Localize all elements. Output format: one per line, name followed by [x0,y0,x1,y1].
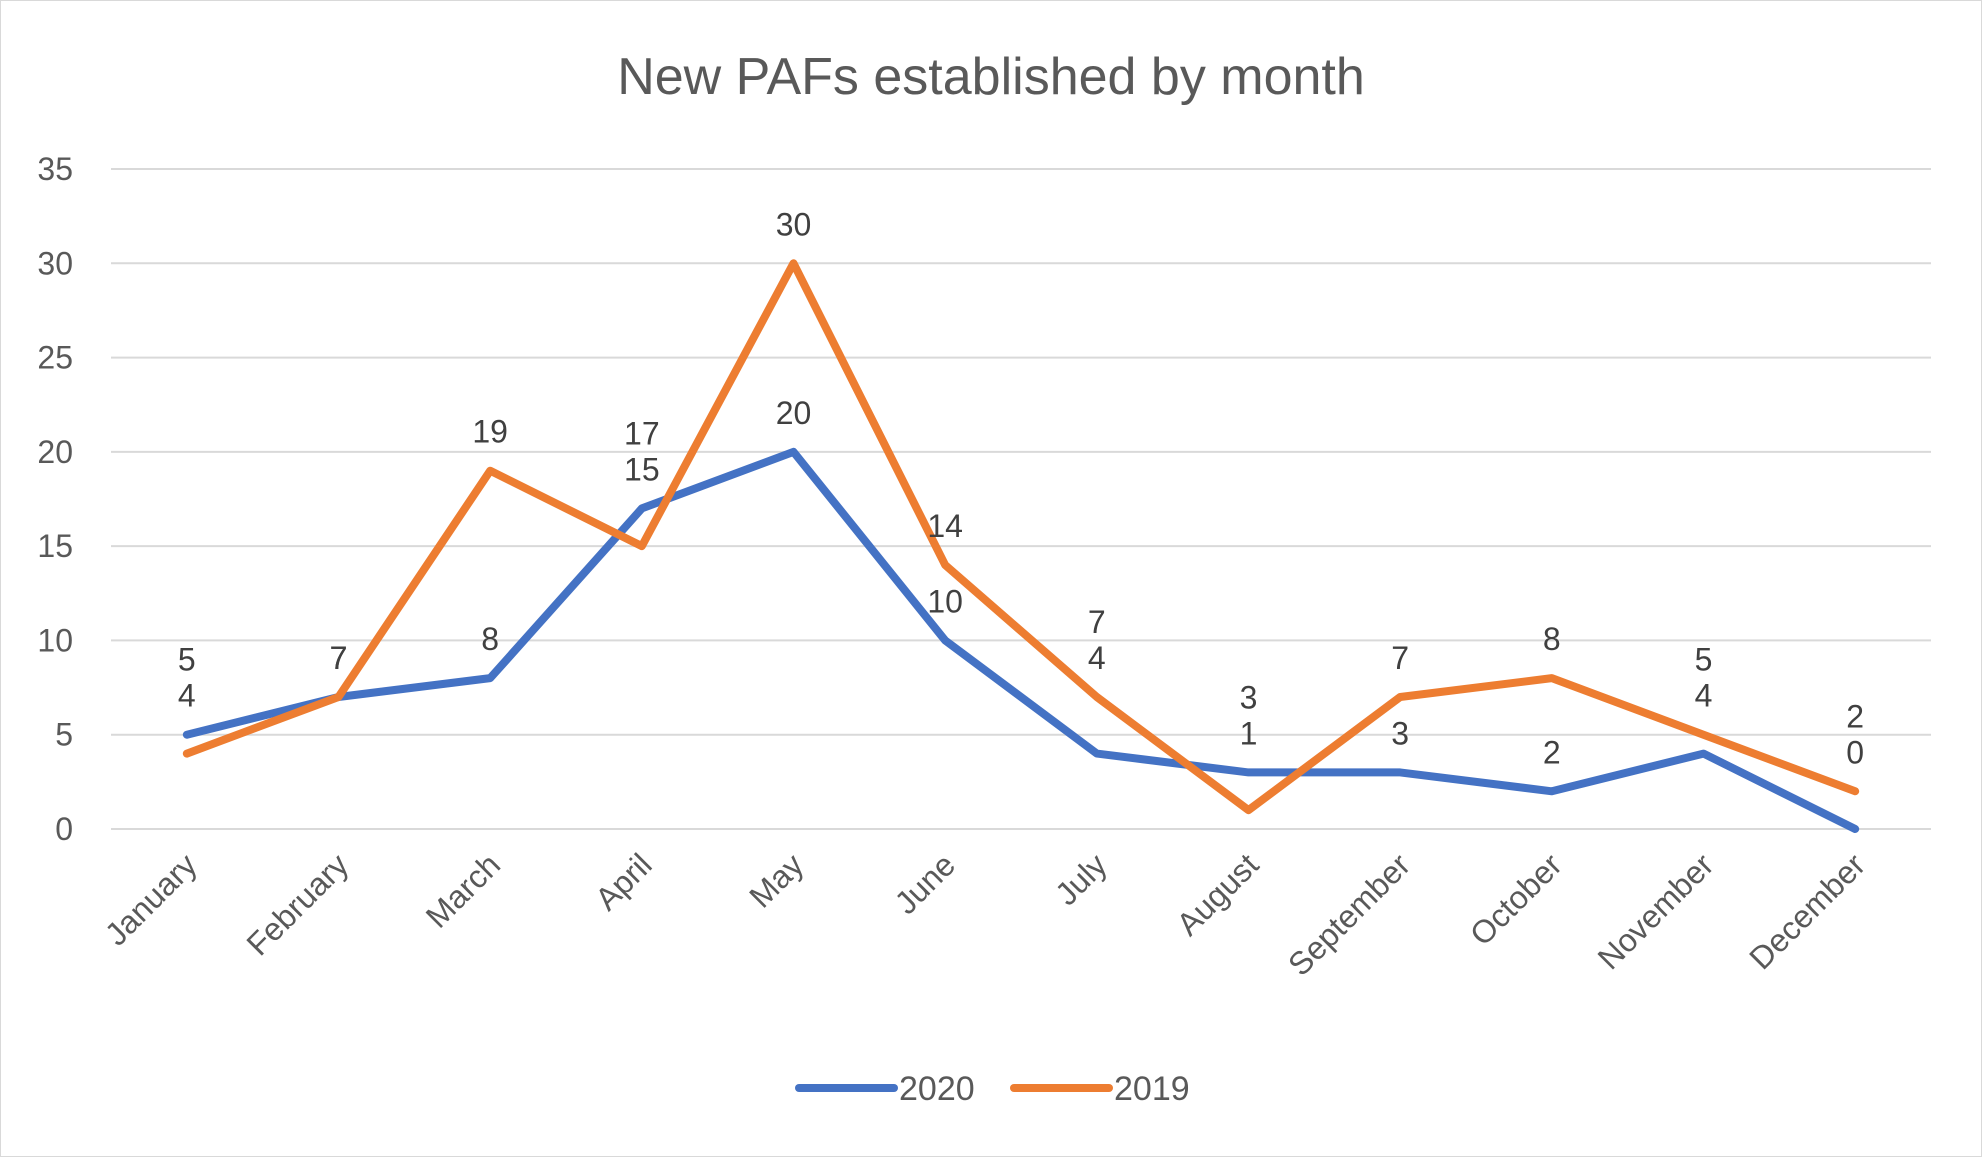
y-tick-label: 5 [55,717,73,753]
y-tick-label: 35 [37,151,73,187]
data-label: 30 [776,206,812,242]
data-label: 1 [1240,715,1258,751]
x-category-label: January [98,846,204,952]
data-label: 2 [1846,698,1864,734]
y-tick-label: 15 [37,528,73,564]
data-label: 8 [481,621,499,657]
y-tick-label: 10 [37,622,73,658]
x-category-label: March [419,846,507,934]
data-label: 14 [927,508,963,544]
data-label: 15 [624,451,660,487]
x-category-label: May [742,846,810,914]
data-label: 7 [330,640,348,676]
x-category-label: April [588,846,659,917]
series-line-2020 [182,447,1860,833]
data-label: 17 [624,415,660,451]
x-category-label: June [888,846,963,921]
legend-entry-2019: 2019 [1114,1070,1190,1108]
data-label: 8 [1543,621,1561,657]
data-label: 2 [1543,734,1561,770]
y-tick-label: 0 [55,811,73,847]
data-label: 7 [1088,604,1106,640]
data-label: 20 [776,395,812,431]
data-label: 5 [1695,642,1713,678]
data-label: 5 [178,642,196,678]
data-label: 4 [1088,640,1106,676]
y-tick-label: 30 [37,245,73,281]
x-category-label: December [1742,846,1872,976]
x-category-label: July [1048,846,1114,912]
x-category-label: November [1591,846,1721,976]
y-tick-label: 25 [37,340,73,376]
data-label: 7 [1391,640,1409,676]
data-label: 4 [1695,678,1713,714]
data-label: 3 [1391,715,1409,751]
x-category-label: October [1463,846,1569,952]
data-label: 4 [178,678,196,714]
data-label: 10 [927,583,963,619]
data-label: 0 [1846,734,1864,770]
data-label: 3 [1240,679,1258,715]
legend-entry-2020: 2020 [899,1070,975,1108]
y-tick-label: 20 [37,434,73,470]
x-category-label: September [1281,846,1417,982]
series-line-2019 [182,259,1860,815]
data-label: 7 [330,640,348,676]
data-label: 19 [472,414,508,450]
chart-title: New PAFs established by month [617,48,1365,106]
x-category-label: August [1170,846,1266,942]
x-category-label: February [239,846,355,962]
